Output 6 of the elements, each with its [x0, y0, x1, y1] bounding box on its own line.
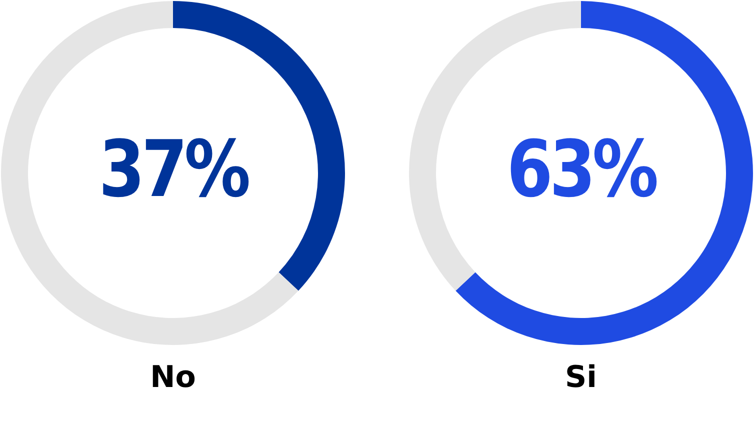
donut-slice [1, 1, 298, 345]
data-label: 37% [98, 124, 249, 217]
text: No [149, 360, 197, 395]
data-label: 63% [506, 124, 657, 217]
text: Si [564, 360, 598, 395]
donut-slice [456, 1, 753, 345]
